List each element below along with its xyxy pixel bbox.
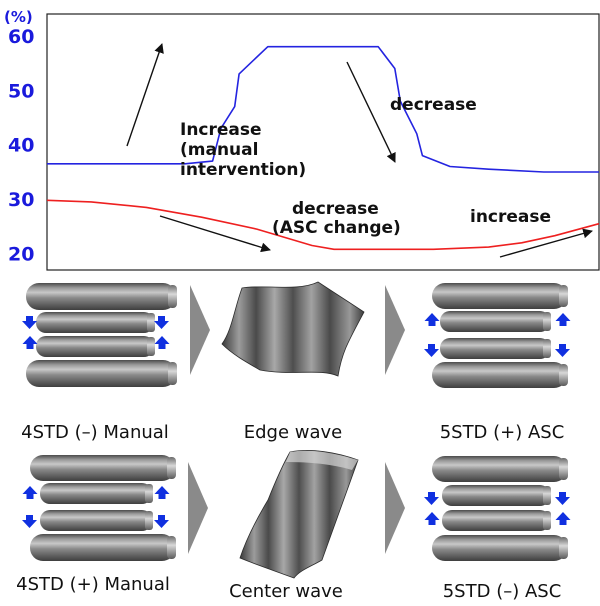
arrow-up-icon bbox=[555, 313, 571, 326]
edge-wave-strip-image bbox=[221, 281, 365, 377]
roll bbox=[432, 283, 568, 309]
annotation-increase-manual: Increase (manual intervention) bbox=[180, 120, 306, 180]
arrow-down-icon bbox=[22, 515, 37, 528]
roll-stack-4std-minus bbox=[22, 283, 177, 387]
roll bbox=[26, 283, 177, 310]
y-tick-labels: 60 50 40 30 20 bbox=[8, 26, 34, 266]
roll bbox=[40, 483, 153, 504]
arrow-increase-manual bbox=[126, 43, 164, 147]
roll bbox=[40, 510, 153, 531]
roll-label: 4STD (–) Manual bbox=[21, 422, 169, 443]
chevron-right-icon bbox=[385, 285, 405, 375]
result-label: 5STD (+) ASC bbox=[440, 422, 565, 443]
chevron-right-icon bbox=[385, 462, 405, 554]
arrow-down-icon bbox=[424, 344, 439, 357]
chevron-right-icon bbox=[190, 285, 210, 375]
roll bbox=[30, 534, 176, 561]
arrow-increase-right bbox=[499, 228, 593, 258]
wave-label: Edge wave bbox=[244, 422, 343, 443]
series-layer bbox=[46, 45, 600, 251]
y-tick-label: 50 bbox=[8, 80, 34, 102]
roll bbox=[432, 456, 568, 482]
roll-stack-4std-plus bbox=[22, 455, 176, 561]
arrow-down-icon bbox=[22, 316, 37, 329]
roll bbox=[440, 311, 551, 332]
arrow-up-icon bbox=[424, 512, 440, 525]
series-line-0 bbox=[47, 45, 599, 173]
wave-label: Center wave bbox=[229, 581, 343, 602]
y-tick-label: 60 bbox=[8, 26, 34, 48]
arrow-up-icon bbox=[154, 336, 170, 349]
arrow-up-icon bbox=[154, 486, 170, 499]
arrow-up-icon bbox=[555, 512, 571, 525]
result-label: 5STD (–) ASC bbox=[443, 581, 562, 602]
roll bbox=[26, 360, 177, 387]
arrow-down-icon bbox=[154, 316, 169, 329]
roll-label: 4STD (+) Manual bbox=[16, 574, 170, 595]
arrow-down-icon bbox=[424, 492, 439, 505]
y-tick-label: 20 bbox=[8, 244, 34, 266]
roll bbox=[442, 510, 551, 531]
annotation-decrease-asc: decrease (ASC change) bbox=[272, 199, 401, 238]
roll bbox=[30, 455, 176, 481]
y-tick-label: 40 bbox=[8, 135, 34, 157]
arrow-up-icon bbox=[424, 313, 440, 326]
series-line-1 bbox=[46, 199, 600, 251]
arrow-up-icon bbox=[22, 336, 38, 349]
plot-frame bbox=[46, 13, 600, 271]
roll bbox=[432, 362, 568, 388]
roll bbox=[36, 312, 155, 333]
roll-stack-5std-plus bbox=[424, 283, 571, 388]
line-chart: (%) 60 50 40 30 20 Increase (manual interven… bbox=[4, 8, 600, 271]
center-wave-strip-image bbox=[239, 450, 359, 579]
y-axis-unit: (%) bbox=[4, 8, 33, 26]
annotation-decrease-top: decrease bbox=[390, 95, 477, 115]
arrow-down-icon bbox=[555, 344, 570, 357]
roll bbox=[36, 336, 155, 357]
panel-row-2: 4STD (+) Manual Center wave 5STD (–) ASC bbox=[16, 450, 571, 602]
annotation-increase-right: increase bbox=[470, 207, 551, 227]
chevron-right-icon bbox=[188, 462, 208, 554]
roll bbox=[432, 535, 568, 561]
arrow-decrease-top bbox=[346, 61, 396, 163]
y-tick-label: 30 bbox=[8, 189, 34, 211]
roll-stack-5std-minus bbox=[424, 456, 571, 561]
roll bbox=[442, 485, 551, 506]
roll bbox=[440, 338, 551, 359]
arrow-decrease-asc bbox=[159, 215, 271, 253]
panel-row-1: 4STD (–) Manual Edge wave 5STD (+) ASC bbox=[21, 281, 571, 443]
arrow-down-icon bbox=[555, 492, 570, 505]
arrow-down-icon bbox=[154, 515, 169, 528]
arrow-up-icon bbox=[22, 486, 38, 499]
